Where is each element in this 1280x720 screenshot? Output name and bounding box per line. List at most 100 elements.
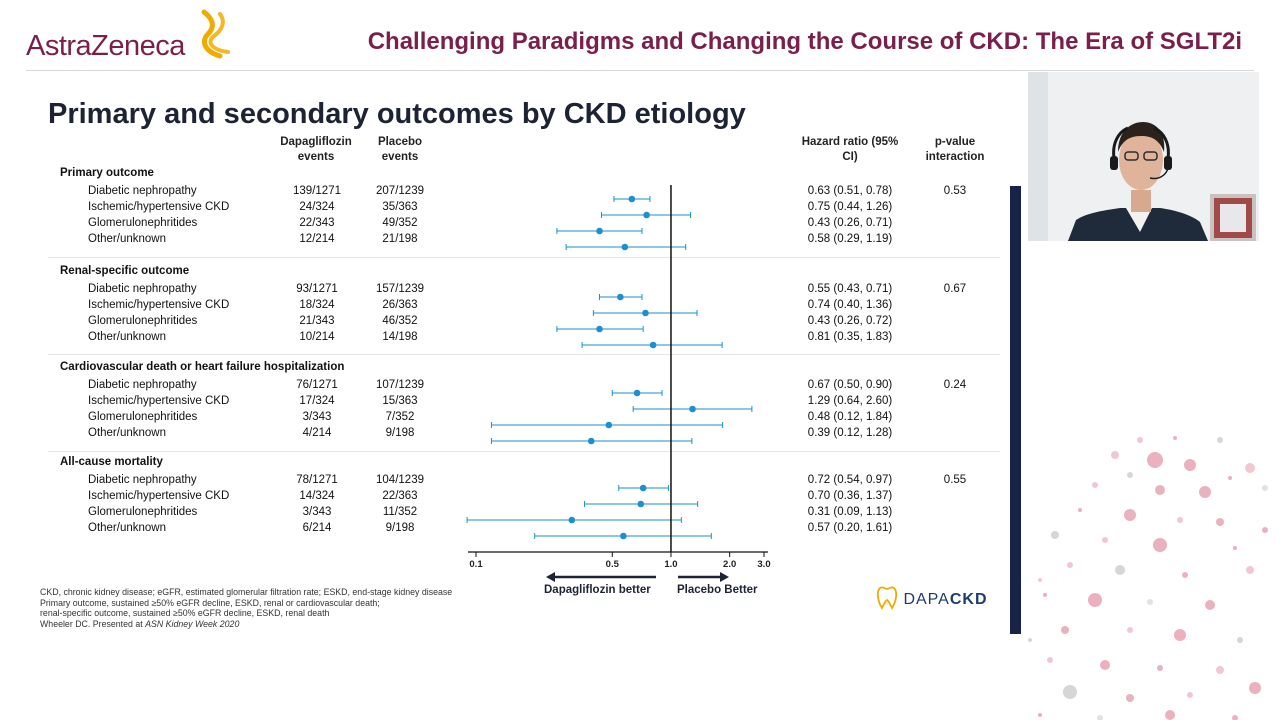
placebo-events: 9/198	[385, 522, 415, 534]
placebo-events: 21/198	[382, 233, 418, 245]
placebo-events: 22/363	[382, 490, 418, 502]
placebo-events: 207/1239	[376, 185, 424, 197]
dapa-events: 21/343	[299, 315, 335, 327]
decorative-dot	[1038, 578, 1042, 582]
point-estimate	[649, 341, 657, 349]
decorative-dot	[1097, 715, 1103, 720]
decorative-dot	[1245, 463, 1255, 473]
section-divider	[48, 257, 1000, 258]
decorative-dot	[1228, 476, 1232, 480]
arrowhead-left-icon	[546, 572, 555, 582]
decorative-dot	[1237, 637, 1243, 643]
point-estimate	[637, 500, 645, 508]
header-divider	[26, 70, 1254, 71]
dapa-events: 93/1271	[296, 283, 338, 295]
point-estimate	[621, 243, 629, 251]
row-label: Other/unknown	[88, 233, 166, 245]
row-label: Diabetic nephropathy	[88, 283, 197, 295]
point-estimate	[568, 516, 576, 524]
placebo-events: 11/352	[382, 506, 418, 518]
dapa-events: 10/214	[299, 331, 335, 343]
placebo-events: 157/1239	[376, 283, 424, 295]
hazard-ratio-text: 0.55 (0.43, 0.71)	[807, 283, 893, 295]
decorative-dot	[1246, 566, 1254, 574]
decorative-dot	[1124, 509, 1136, 521]
decorative-dot	[1078, 508, 1082, 512]
dapa-events: 18/324	[299, 299, 335, 311]
point-estimate	[642, 309, 649, 317]
citation-text: Wheeler DC. Presented at	[40, 618, 146, 629]
hazard-ratio-text: 0.58 (0.29, 1.19)	[807, 233, 893, 245]
slide-title: Primary and secondary outcomes by CKD et…	[48, 98, 746, 130]
row-label: Glomerulonephritides	[88, 506, 198, 518]
row-label: Ischemic/hypertensive CKD	[88, 201, 230, 213]
col-header-placebo: Placebo events	[377, 136, 423, 163]
dapa-ckd-logo: DAPACKD	[876, 586, 988, 610]
decorative-dot	[1157, 665, 1163, 671]
x-tick-label: 1.0	[664, 559, 677, 570]
hazard-ratio-text: 0.48 (0.12, 1.84)	[807, 411, 893, 423]
point-estimate	[628, 195, 636, 203]
slide-canvas	[22, 76, 1020, 634]
decorative-dot	[1028, 638, 1032, 642]
point-estimate	[643, 211, 650, 219]
brand-wordmark: AstraZeneca	[26, 30, 185, 62]
decorative-dot	[1061, 626, 1069, 634]
placebo-events: 26/363	[382, 299, 418, 311]
row-label: Other/unknown	[88, 331, 166, 343]
placebo-events: 104/1239	[376, 474, 424, 486]
dapa-events: 24/324	[299, 201, 335, 213]
point-estimate	[639, 484, 647, 492]
row-label: Other/unknown	[88, 522, 166, 534]
citation-venue: ASN Kidney Week 2020	[145, 618, 240, 629]
x-tick-label: 2.0	[723, 559, 736, 570]
placebo-events: 14/198	[382, 331, 418, 343]
section-title: Primary outcome	[60, 167, 154, 179]
row-label: Glomerulonephritides	[88, 217, 198, 229]
hazard-ratio-text: 0.63 (0.51, 0.78)	[807, 185, 893, 197]
point-estimate	[596, 227, 603, 235]
dapa-events: 22/343	[299, 217, 335, 229]
decorative-dot	[1147, 452, 1163, 468]
x-tick-label: 0.1	[469, 559, 483, 570]
decorative-dot	[1187, 692, 1193, 698]
decorative-dot	[1051, 531, 1059, 539]
logo-text-a: DAPA	[903, 591, 950, 608]
decorative-dot	[1233, 546, 1237, 550]
row-label: Diabetic nephropathy	[88, 474, 197, 486]
decorative-dot	[1043, 593, 1047, 597]
logo-text-b: CKD	[949, 591, 988, 608]
decorative-dot	[1216, 666, 1224, 674]
row-label: Diabetic nephropathy	[88, 379, 197, 391]
decorative-dot	[1182, 572, 1188, 578]
hazard-ratio-text: 1.29 (0.64, 2.60)	[807, 395, 893, 407]
direction-label-right: Placebo Better	[677, 584, 758, 596]
hazard-ratio-text: 0.74 (0.40, 1.36)	[807, 299, 893, 311]
decorative-dot	[1232, 715, 1238, 720]
dapa-events: 76/1271	[296, 379, 338, 391]
decorative-dot	[1088, 593, 1102, 607]
point-estimate	[633, 389, 641, 397]
presentation-title: Challenging Paradigms and Changing the C…	[367, 28, 1242, 55]
section-divider	[48, 354, 1000, 355]
decorative-dot	[1063, 685, 1077, 699]
decorative-dot	[1111, 451, 1119, 459]
decorative-dot	[1147, 599, 1153, 605]
hazard-ratio-text: 0.81 (0.35, 1.83)	[807, 331, 893, 343]
p-value: 0.67	[943, 283, 967, 295]
tooth-mark-icon	[876, 586, 898, 610]
arrowhead-right-icon	[720, 572, 729, 582]
hazard-ratio-text: 0.43 (0.26, 0.71)	[807, 217, 893, 229]
decorative-dot	[1177, 517, 1183, 523]
decorative-dot	[1092, 482, 1098, 488]
dapa-events: 4/214	[302, 427, 332, 439]
hazard-ratio-text: 0.39 (0.12, 1.28)	[807, 427, 893, 439]
decorative-dot	[1217, 437, 1223, 443]
point-estimate	[617, 293, 624, 301]
decorative-dot	[1047, 657, 1053, 663]
footnote-line: renal-specific outcome, sustained ≥50% e…	[40, 608, 330, 618]
dapa-events: 139/1271	[293, 185, 341, 197]
x-tick-label: 3.0	[757, 559, 770, 570]
dapa-events: 6/214	[302, 522, 332, 534]
footnote-citation: Wheeler DC. Presented at ASN Kidney Week…	[40, 619, 452, 630]
